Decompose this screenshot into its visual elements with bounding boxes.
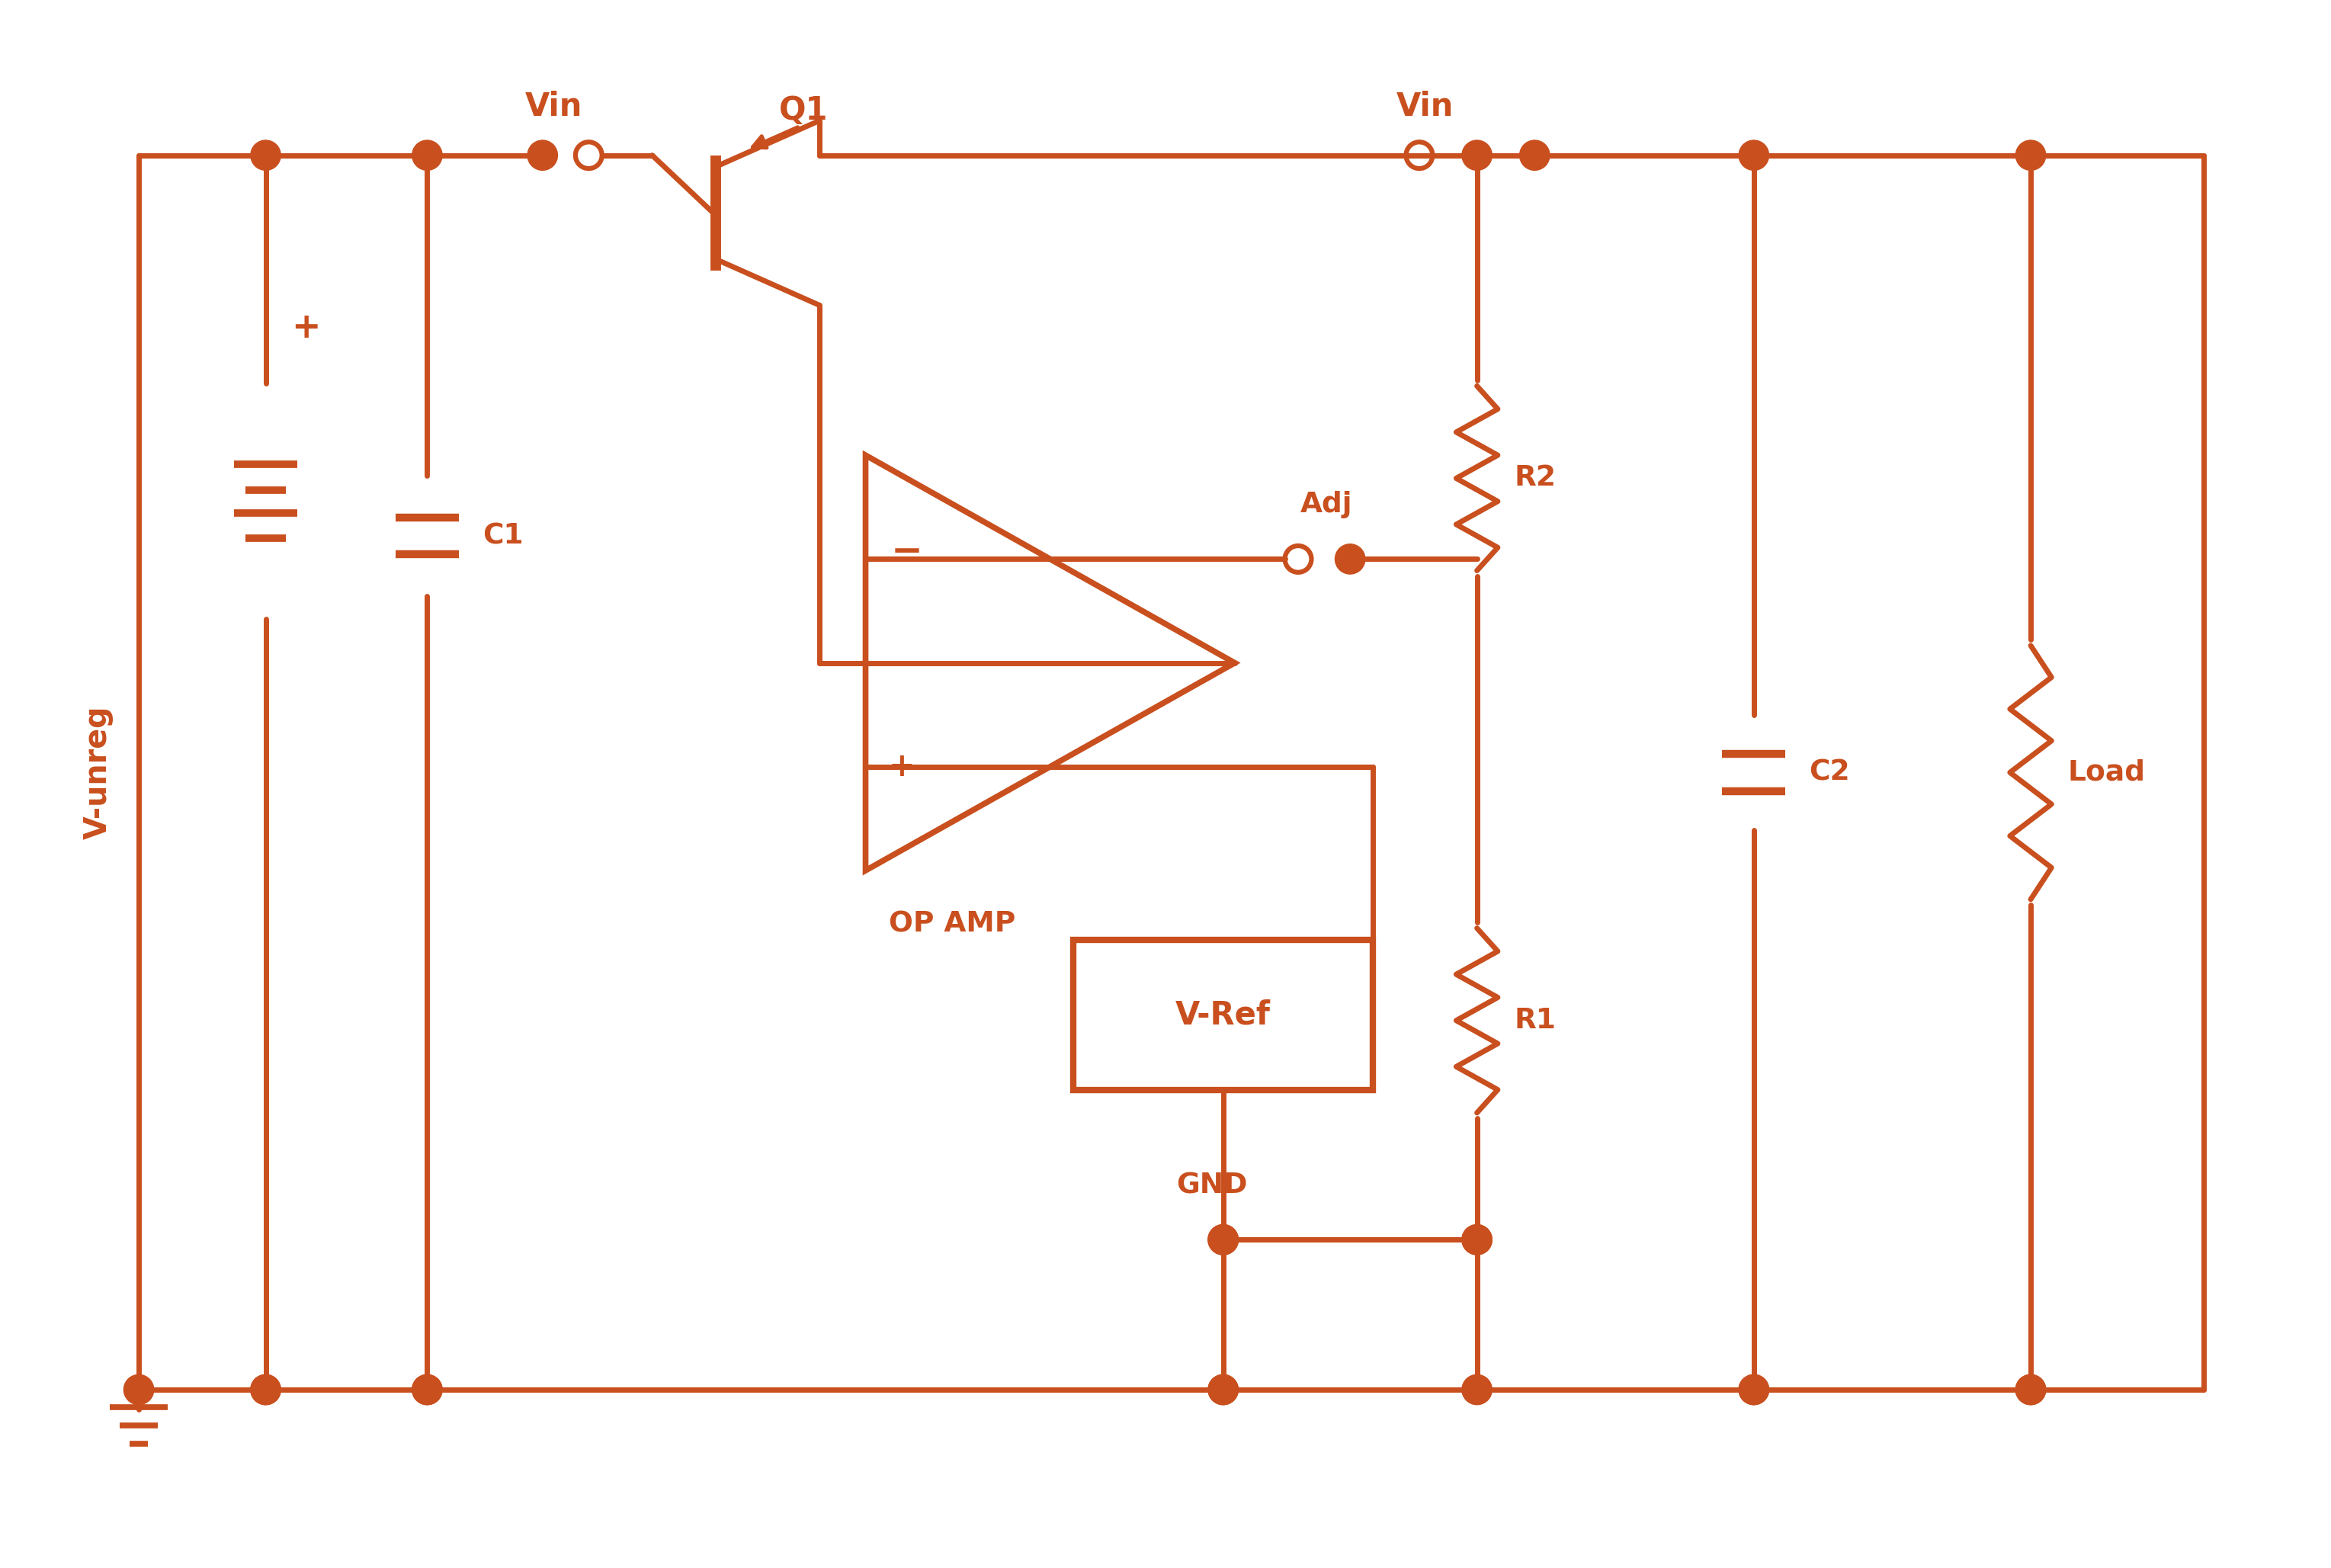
Circle shape xyxy=(1739,1375,1769,1405)
Circle shape xyxy=(1462,1375,1492,1405)
Circle shape xyxy=(1739,1375,1769,1405)
Text: OP AMP: OP AMP xyxy=(888,911,1016,938)
Circle shape xyxy=(1336,544,1366,574)
Circle shape xyxy=(2016,140,2047,171)
Text: +: + xyxy=(291,310,319,345)
Text: R1: R1 xyxy=(1513,1007,1555,1035)
Circle shape xyxy=(1739,140,1769,171)
Circle shape xyxy=(2016,1375,2047,1405)
Text: C2: C2 xyxy=(1809,759,1851,786)
Text: GND: GND xyxy=(1177,1171,1247,1200)
Text: R2: R2 xyxy=(1513,464,1555,492)
Text: Adj: Adj xyxy=(1301,491,1352,519)
Circle shape xyxy=(527,140,557,171)
Circle shape xyxy=(252,140,280,171)
Bar xyxy=(1072,939,1373,1090)
Text: +: + xyxy=(888,751,916,782)
Text: Load: Load xyxy=(2068,759,2145,786)
Circle shape xyxy=(1462,1225,1492,1254)
Circle shape xyxy=(1462,1225,1492,1254)
Circle shape xyxy=(252,1375,280,1405)
Circle shape xyxy=(413,1375,443,1405)
Circle shape xyxy=(1207,1375,1238,1405)
Circle shape xyxy=(413,140,443,171)
Circle shape xyxy=(1520,140,1550,171)
Circle shape xyxy=(124,1375,154,1405)
Circle shape xyxy=(1207,1375,1238,1405)
Text: Q1: Q1 xyxy=(779,94,828,127)
Circle shape xyxy=(2016,1375,2047,1405)
Circle shape xyxy=(413,1375,443,1405)
Text: C1: C1 xyxy=(483,522,524,550)
Text: V-Ref: V-Ref xyxy=(1175,999,1270,1030)
Text: Vin: Vin xyxy=(524,91,583,122)
Circle shape xyxy=(1462,140,1492,171)
Text: V-unreg: V-unreg xyxy=(84,706,114,839)
Text: Vin: Vin xyxy=(1396,91,1455,122)
Circle shape xyxy=(1207,1225,1238,1254)
Text: −: − xyxy=(890,533,923,571)
Circle shape xyxy=(252,1375,280,1405)
